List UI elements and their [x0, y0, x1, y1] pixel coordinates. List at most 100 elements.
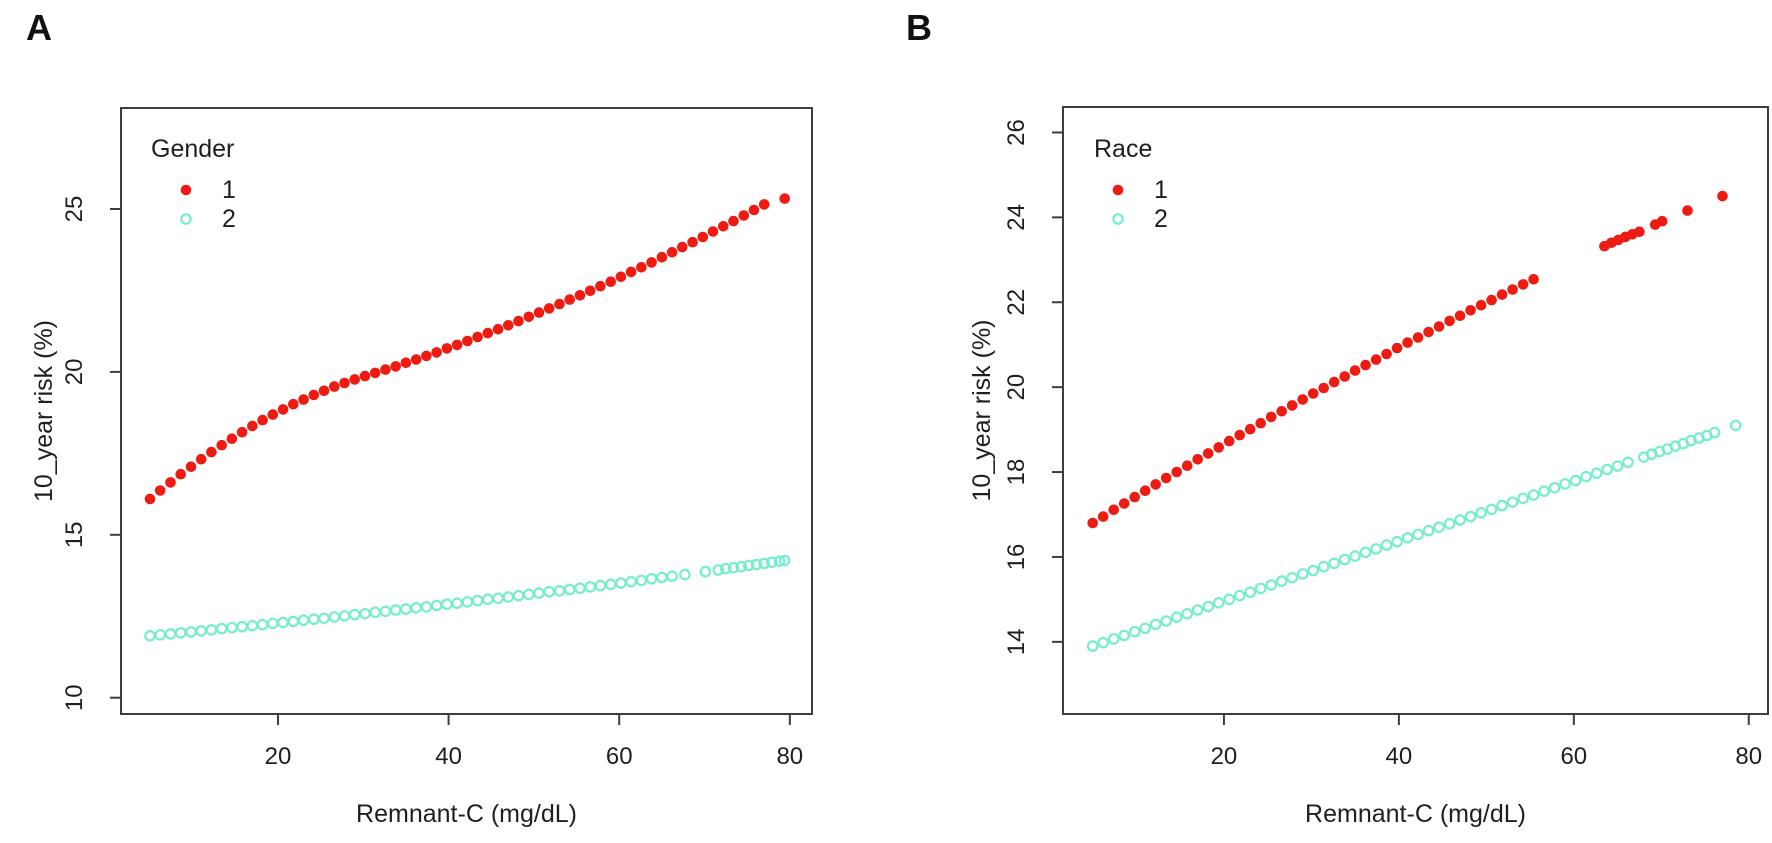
data-point	[728, 215, 739, 227]
data-point	[287, 615, 300, 628]
data-point	[430, 599, 443, 612]
data-point	[1128, 625, 1141, 638]
data-point	[318, 385, 330, 397]
data-point	[288, 398, 299, 410]
data-point	[712, 564, 724, 576]
y-tick-label: 18	[1003, 459, 1030, 486]
data-point	[1307, 388, 1319, 399]
data-point	[1401, 531, 1414, 544]
data-point	[492, 323, 504, 335]
data-point	[766, 556, 778, 568]
data-point	[318, 612, 330, 624]
data-point	[604, 578, 617, 591]
data-point	[1192, 454, 1203, 465]
data-point	[738, 210, 750, 221]
data-point	[1212, 596, 1225, 609]
data-point	[1381, 348, 1392, 360]
data-point	[1181, 607, 1193, 620]
data-point	[339, 377, 350, 389]
data-point	[256, 618, 269, 631]
data-point	[645, 572, 658, 585]
series-gender-1	[144, 193, 790, 505]
data-point	[543, 303, 555, 314]
data-point	[1527, 489, 1540, 501]
data-point	[1087, 517, 1098, 529]
data-point	[1517, 279, 1529, 290]
data-point	[1244, 586, 1256, 598]
series-gender-2	[144, 554, 791, 642]
data-point	[400, 357, 412, 369]
data-point	[656, 571, 668, 584]
data-point	[472, 331, 483, 343]
data-point	[574, 290, 586, 301]
data-point	[1433, 521, 1445, 533]
legend-open-circle-marker	[180, 213, 192, 225]
data-point	[1717, 190, 1728, 202]
data-point	[1307, 564, 1319, 577]
data-point	[1107, 633, 1120, 645]
x-axis-title: Remnant-C (mg/dL)	[1305, 800, 1526, 828]
data-point	[1433, 321, 1445, 332]
data-point	[1391, 342, 1403, 354]
data-point	[410, 601, 422, 614]
data-point	[1097, 511, 1109, 522]
data-point	[1423, 326, 1434, 338]
data-point	[1634, 226, 1645, 238]
data-point	[1191, 604, 1204, 616]
y-tick-label: 20	[61, 359, 88, 386]
y-axis-title: 10_year risk (%)	[968, 320, 996, 502]
panel-a: 20 40 60 80 10 15 20 25 Remnant-C (mg/dL) 10_year…	[30, 107, 813, 828]
data-point	[1548, 481, 1561, 494]
data-point	[584, 285, 596, 297]
data-point	[1708, 426, 1721, 439]
data-point	[1656, 215, 1668, 227]
data-point	[679, 568, 691, 581]
data-point	[707, 226, 719, 237]
y-tick-label: 10	[61, 684, 88, 711]
x-tick-label: 80	[1735, 743, 1762, 770]
data-point	[574, 582, 586, 594]
data-point	[635, 574, 648, 587]
data-point	[216, 439, 227, 451]
data-point	[1181, 460, 1193, 472]
data-point	[1202, 448, 1214, 459]
legend-item-label: 1	[1154, 176, 1168, 204]
data-point	[778, 554, 791, 567]
data-point	[349, 374, 361, 385]
data-point	[1443, 517, 1456, 530]
data-point	[195, 453, 207, 465]
data-point	[758, 199, 770, 210]
data-point	[226, 621, 238, 634]
data-point	[748, 204, 760, 216]
data-point	[1391, 535, 1403, 548]
data-point	[1254, 582, 1267, 595]
data-point	[503, 320, 514, 331]
data-point	[750, 558, 763, 571]
data-point	[1213, 442, 1224, 453]
data-point	[1108, 504, 1119, 516]
legend-item-label: 2	[222, 205, 236, 233]
data-point	[666, 570, 678, 582]
data-point	[492, 592, 504, 605]
data-point	[266, 617, 279, 630]
data-point	[205, 624, 218, 636]
data-point	[246, 619, 259, 632]
panel-a-plot-box	[120, 107, 813, 715]
data-point	[1412, 528, 1424, 541]
data-point	[1464, 510, 1477, 523]
data-point	[1622, 456, 1634, 469]
data-point	[699, 565, 712, 578]
data-point	[154, 628, 166, 641]
data-point	[451, 339, 463, 351]
data-point	[1338, 553, 1351, 566]
data-point	[1486, 294, 1497, 306]
legend-gender: Gender 12	[151, 135, 236, 233]
data-point	[267, 409, 279, 420]
data-point	[677, 241, 688, 253]
legend-title: Race	[1094, 135, 1152, 163]
data-point	[1086, 640, 1099, 652]
data-point	[481, 593, 494, 606]
data-point	[1454, 514, 1466, 526]
data-point	[247, 420, 258, 432]
data-point	[758, 557, 770, 570]
